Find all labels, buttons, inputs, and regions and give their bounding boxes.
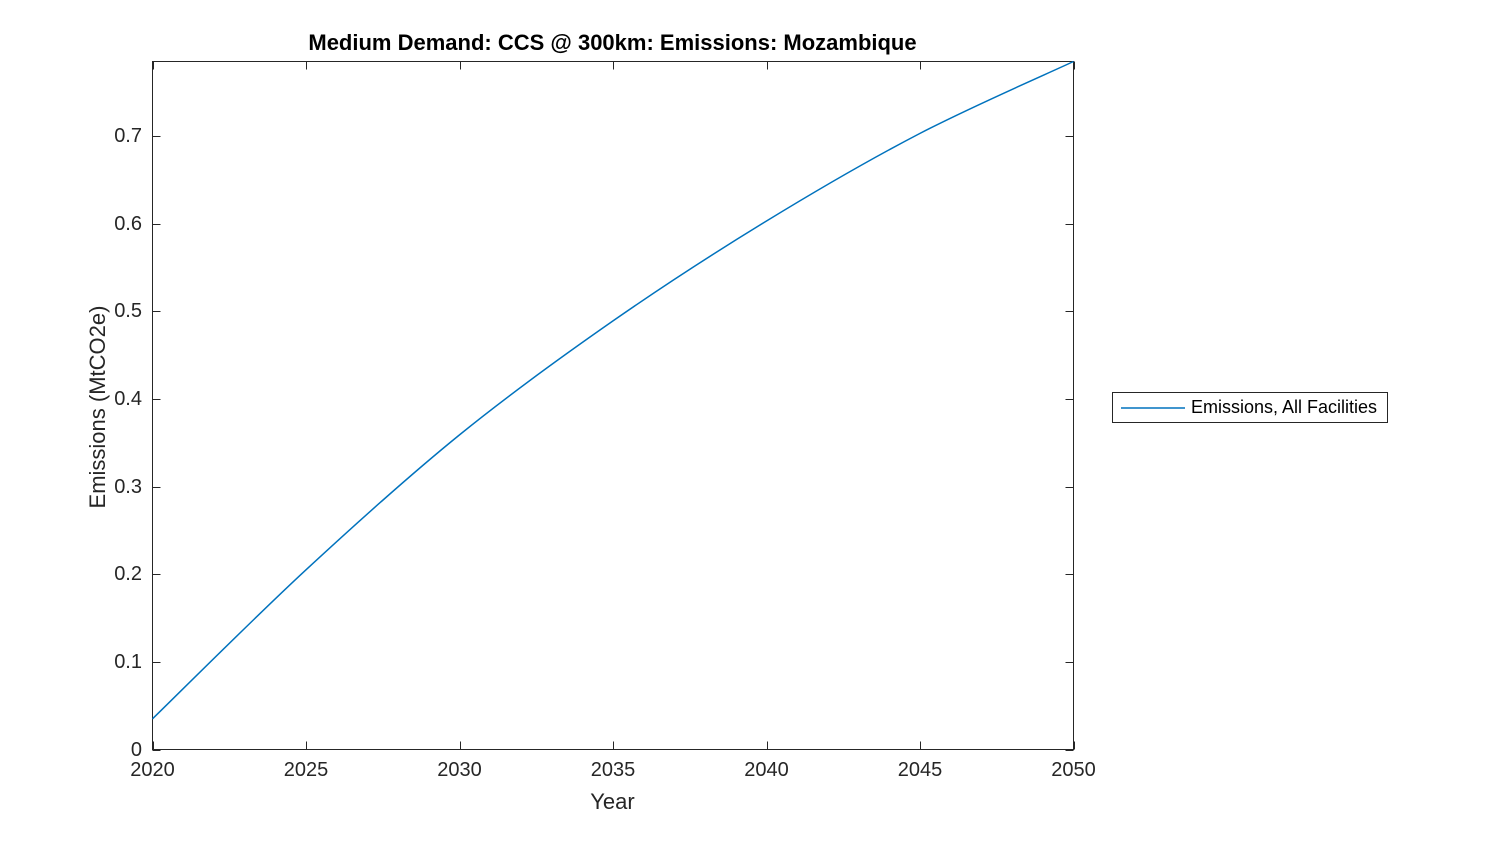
y-tick-label: 0.1	[114, 650, 142, 673]
x-tick-label: 2030	[437, 759, 482, 781]
chart-title: Medium Demand: CCS @ 300km: Emissions: M…	[308, 30, 917, 55]
y-tick-label: 0.3	[114, 475, 142, 498]
y-tick-label: 0.5	[114, 300, 142, 323]
y-tick-label: 0	[130, 738, 142, 761]
x-tick-label: 2020	[130, 759, 175, 781]
x-tick-label: 2045	[897, 759, 943, 781]
x-tick-label: 2040	[744, 759, 789, 781]
legend-label: Emissions, All Facilities	[1191, 397, 1378, 417]
legend: Emissions, All Facilities	[1112, 392, 1388, 423]
y-tick-label: 0.7	[114, 124, 142, 147]
x-tick-label: 2050	[1051, 759, 1096, 781]
x-tick-label: 2035	[590, 759, 636, 781]
y-axis-label: Emissions (MtCO2e)	[85, 305, 110, 509]
y-tick-label: 0.4	[114, 387, 142, 410]
x-tick-label: 2025	[283, 759, 329, 781]
legend-line-sample-icon	[1121, 406, 1185, 409]
x-axis-label: Year	[590, 789, 635, 814]
y-tick-label: 0.6	[114, 212, 142, 235]
y-tick-label: 0.2	[114, 563, 142, 586]
